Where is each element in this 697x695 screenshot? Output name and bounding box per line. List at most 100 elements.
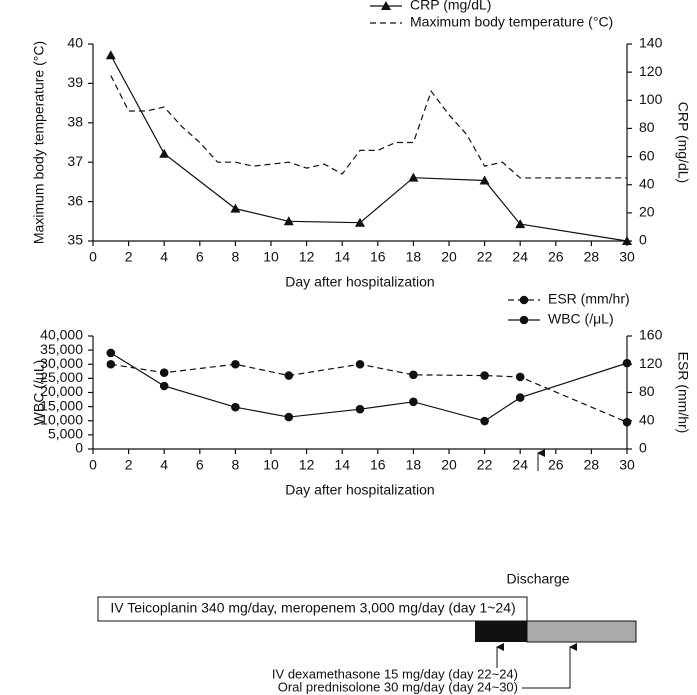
- triangle-marker: [283, 216, 294, 226]
- y2-tick-label: 40: [639, 175, 655, 191]
- circle-marker: [622, 358, 632, 368]
- x-axis-label: Day after hospitalization: [285, 482, 434, 498]
- x-tick-label: 22: [477, 457, 493, 473]
- dexamethasone-label: IV dexamethasone 15 mg/day (day 22~24): [272, 666, 518, 681]
- circle-marker: [159, 381, 169, 391]
- x-tick-label: 4: [160, 249, 168, 265]
- x-tick-label: 10: [263, 249, 279, 265]
- series-line: [110, 54, 628, 242]
- prednisolone-bar: [526, 620, 637, 643]
- x-tick-label: 6: [196, 249, 204, 265]
- y-tick-label: 0: [75, 440, 83, 456]
- y-tick-label: 35,000: [40, 341, 83, 357]
- axis-frame: [92, 44, 628, 242]
- y-axis-label: Maximum body temperature (°C): [31, 41, 47, 244]
- prednisolone-arrow: [522, 643, 577, 689]
- triangle-marker: [355, 217, 365, 227]
- triangle-marker: [515, 219, 526, 229]
- x-tick-label: 16: [370, 457, 386, 473]
- y2-axis-label: ESR (mm/hr): [675, 352, 691, 434]
- circle-marker: [355, 359, 365, 369]
- circle-marker: [106, 359, 116, 369]
- annotation-label: Discharge: [506, 571, 569, 587]
- prednisolone-label: Oral prednisolone 30 mg/day (day 24~30): [278, 679, 518, 694]
- y-tick-label: 35: [67, 232, 83, 248]
- x-tick-label: 18: [406, 249, 422, 265]
- y-tick-label: 10,000: [40, 411, 83, 427]
- x-tick-label: 26: [548, 249, 564, 265]
- circle-marker: [409, 397, 418, 407]
- y-tick-label: 5,000: [48, 426, 83, 442]
- x-tick-label: 8: [232, 457, 240, 473]
- dexamethasone-bar: [475, 621, 527, 642]
- x-tick-label: 12: [299, 457, 315, 473]
- y-tick-label: 40,000: [40, 327, 83, 343]
- y2-tick-label: 20: [639, 204, 655, 220]
- circle-marker: [622, 417, 632, 427]
- circle-marker: [284, 412, 294, 422]
- circle-marker: [231, 402, 240, 412]
- y-tick-label: 30,000: [40, 355, 83, 371]
- antibiotic-bar: [97, 596, 528, 622]
- y2-tick-label: 100: [639, 91, 663, 107]
- antibiotic-label: IV Teicoplanin 340 mg/day, meropenem 3,0…: [110, 600, 515, 616]
- triangle-marker: [381, 1, 391, 10]
- circle-marker: [515, 372, 525, 382]
- y2-tick-label: 60: [639, 147, 655, 163]
- circle-marker: [284, 371, 294, 380]
- triangle-marker: [622, 236, 632, 245]
- x-tick-label: 18: [406, 457, 422, 473]
- x-tick-label: 30: [619, 249, 635, 265]
- x-tick-label: 0: [89, 249, 97, 265]
- circle-marker: [515, 393, 525, 402]
- circle-marker: [231, 359, 240, 369]
- legend-label: WBC (/μL): [548, 311, 614, 327]
- y2-tick-label: 160: [639, 327, 663, 343]
- x-tick-label: 4: [160, 457, 168, 473]
- x-tick-label: 2: [125, 457, 133, 473]
- circle-marker: [409, 370, 418, 380]
- y-tick-label: 39: [67, 74, 83, 90]
- x-tick-label: 14: [334, 457, 350, 473]
- x-tick-label: 10: [263, 457, 279, 473]
- y2-tick-label: 120: [639, 63, 663, 79]
- x-tick-label: 24: [512, 457, 528, 473]
- y2-axis-label: CRP (mg/dL): [675, 102, 691, 183]
- y2-tick-label: 80: [639, 119, 655, 135]
- x-tick-label: 6: [196, 457, 204, 473]
- series-line: [110, 352, 628, 422]
- x-tick-label: 22: [477, 249, 493, 265]
- x-tick-label: 2: [125, 249, 133, 265]
- triangle-marker: [159, 148, 170, 158]
- legend-label: CRP (mg/dL): [410, 0, 491, 13]
- y2-tick-label: 140: [639, 35, 663, 51]
- series-line: [110, 75, 627, 179]
- x-tick-label: 20: [441, 249, 457, 265]
- x-tick-label: 8: [232, 249, 240, 265]
- x-tick-label: 28: [584, 457, 600, 473]
- circle-marker: [480, 416, 489, 426]
- x-tick-label: 28: [584, 249, 600, 265]
- triangle-marker: [105, 50, 116, 60]
- y-tick-label: 38: [67, 114, 83, 130]
- axis-frame: [92, 336, 628, 450]
- y-tick-label: 15,000: [40, 397, 83, 413]
- circle-marker: [159, 368, 169, 378]
- circle-marker: [480, 371, 489, 380]
- x-tick-label: 12: [299, 249, 315, 265]
- triangle-marker: [408, 172, 419, 182]
- y-tick-label: 37: [67, 153, 83, 169]
- legend-label: Maximum body temperature (°C): [410, 14, 613, 30]
- y2-tick-label: 120: [639, 355, 663, 371]
- circle-marker: [519, 315, 529, 325]
- x-tick-label: 20: [441, 457, 457, 473]
- y-tick-label: 36: [67, 192, 83, 208]
- y-tick-label: 20,000: [40, 383, 83, 399]
- x-tick-label: 26: [548, 457, 564, 473]
- triangle-marker: [479, 175, 490, 185]
- circle-marker: [355, 404, 365, 414]
- legend-label: ESR (mm/hr): [548, 291, 630, 307]
- triangle-marker: [230, 203, 241, 213]
